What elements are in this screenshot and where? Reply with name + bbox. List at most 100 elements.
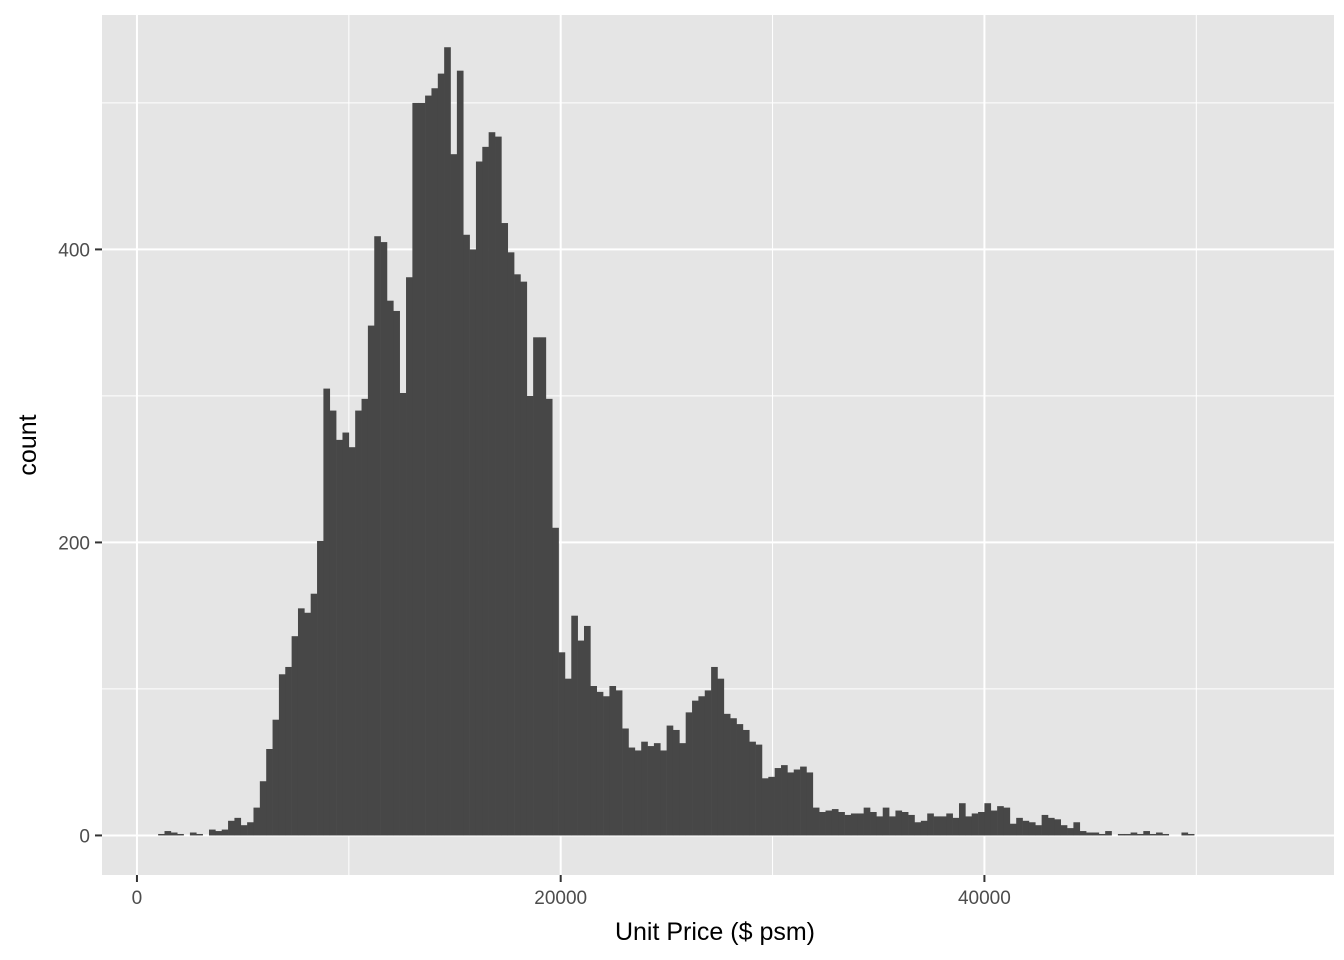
histogram-bar bbox=[514, 274, 521, 836]
histogram-bar bbox=[958, 803, 966, 836]
histogram-bar bbox=[1181, 832, 1189, 836]
histogram-bar bbox=[475, 161, 483, 836]
histogram-bar bbox=[730, 718, 737, 836]
histogram-bar bbox=[412, 102, 420, 836]
histogram-bar bbox=[590, 686, 598, 836]
y-axis-title: count bbox=[14, 414, 42, 475]
histogram-bar bbox=[247, 822, 254, 836]
histogram-bar bbox=[971, 813, 979, 836]
histogram-bar bbox=[908, 814, 915, 836]
histogram-bar bbox=[838, 812, 845, 836]
histogram-bar bbox=[952, 817, 960, 836]
histogram-bar bbox=[876, 816, 884, 836]
histogram-bar bbox=[482, 146, 489, 836]
histogram-bar bbox=[374, 236, 381, 836]
histogram-bar bbox=[533, 337, 540, 836]
histogram-bar bbox=[882, 807, 890, 836]
histogram-bar bbox=[571, 615, 578, 836]
histogram-bar bbox=[717, 678, 725, 836]
histogram-bar bbox=[304, 612, 311, 836]
histogram-bar bbox=[272, 719, 280, 836]
histogram-bar bbox=[456, 70, 464, 836]
histogram-bar bbox=[596, 691, 604, 836]
histogram-bar bbox=[1060, 825, 1068, 836]
histogram-bar bbox=[895, 810, 903, 836]
histogram-bar bbox=[609, 686, 617, 836]
histogram-bar bbox=[469, 249, 477, 836]
histogram-bar bbox=[1079, 831, 1087, 836]
histogram-bar bbox=[978, 812, 985, 836]
histogram-bar bbox=[1098, 833, 1106, 836]
histogram-bar bbox=[628, 747, 636, 836]
histogram-bar bbox=[844, 814, 852, 836]
histogram-bar bbox=[666, 725, 674, 836]
histogram-bar bbox=[692, 700, 699, 836]
histogram-bar bbox=[698, 696, 706, 836]
histogram-bar bbox=[215, 831, 223, 836]
histogram-bar bbox=[946, 813, 953, 836]
histogram-bar bbox=[189, 832, 197, 836]
histogram-bar bbox=[1022, 820, 1030, 836]
histogram-bar bbox=[1162, 833, 1170, 836]
histogram-bar bbox=[641, 741, 648, 836]
histogram-bar bbox=[259, 781, 267, 836]
histogram-bar bbox=[1054, 819, 1061, 836]
histogram-bar bbox=[647, 746, 655, 836]
histogram-bar bbox=[774, 768, 782, 836]
histogram-bar bbox=[221, 829, 229, 836]
histogram-bar bbox=[367, 325, 375, 836]
histogram-bar bbox=[901, 812, 909, 836]
histogram-bar bbox=[539, 337, 547, 836]
histogram-bar bbox=[615, 690, 623, 836]
histogram-bar bbox=[507, 252, 515, 836]
histogram-bar bbox=[386, 300, 394, 836]
histogram-bar bbox=[997, 806, 1004, 836]
histogram-bar bbox=[653, 743, 661, 836]
histogram-bar bbox=[336, 439, 343, 836]
histogram-bar bbox=[622, 728, 629, 836]
histogram-bar bbox=[634, 750, 642, 836]
histogram-bar bbox=[933, 816, 941, 836]
histogram-bar bbox=[984, 803, 992, 836]
histogram-bar bbox=[825, 810, 833, 836]
histogram-bar bbox=[1028, 822, 1036, 836]
histogram-bar bbox=[558, 652, 566, 836]
histogram-bar bbox=[285, 666, 292, 836]
y-tick-label: 400 bbox=[58, 240, 90, 261]
histogram-bar bbox=[310, 593, 318, 836]
histogram-bar bbox=[781, 765, 788, 836]
histogram-bar bbox=[380, 242, 388, 836]
histogram-bar bbox=[545, 398, 553, 836]
histogram-bar bbox=[1130, 832, 1138, 836]
histogram-bar bbox=[806, 772, 814, 836]
histogram-bar bbox=[793, 769, 801, 836]
histogram-bar bbox=[501, 223, 509, 836]
histogram-bar bbox=[317, 540, 324, 836]
x-tick-label: 20000 bbox=[534, 888, 587, 909]
histogram-bar bbox=[850, 813, 858, 836]
histogram-bar bbox=[749, 741, 756, 836]
histogram-bar bbox=[672, 729, 680, 836]
histogram-bar bbox=[660, 750, 667, 836]
histogram-bar bbox=[755, 744, 763, 836]
histogram-bar bbox=[228, 820, 235, 836]
histogram-bar bbox=[393, 310, 400, 836]
histogram-bar bbox=[196, 833, 203, 836]
histogram-bar bbox=[266, 749, 273, 836]
histogram-bar bbox=[348, 447, 356, 836]
histogram-bar bbox=[685, 712, 693, 836]
histogram-bar bbox=[552, 527, 559, 836]
histogram-bar bbox=[1124, 833, 1131, 836]
histogram-bar bbox=[787, 772, 795, 836]
histogram-bar bbox=[1003, 807, 1011, 836]
histogram-bar bbox=[208, 829, 216, 836]
histogram-bar bbox=[463, 234, 470, 836]
histogram-bar bbox=[990, 810, 998, 836]
histogram-bar bbox=[819, 812, 826, 836]
histogram-bar bbox=[603, 696, 610, 836]
histogram-bar bbox=[234, 817, 242, 836]
histogram-bar bbox=[863, 807, 871, 836]
histogram-bar bbox=[577, 640, 585, 836]
histogram-bar bbox=[1149, 833, 1157, 836]
histogram-bar bbox=[355, 410, 362, 836]
